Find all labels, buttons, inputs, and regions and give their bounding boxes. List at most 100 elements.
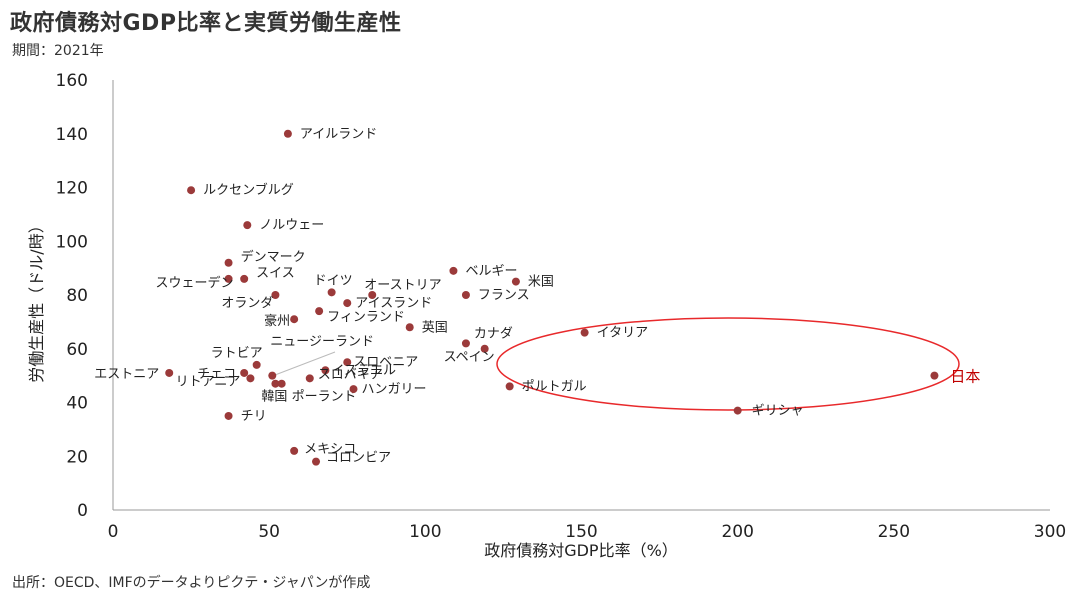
data-point [290, 446, 299, 455]
data-point [461, 291, 470, 299]
x-tick-label: 50 [258, 522, 280, 542]
data-point [268, 371, 277, 380]
y-tick-label: 40 [66, 394, 88, 414]
point-label: アイルランド [300, 127, 377, 142]
point-label: コロンビア [326, 451, 391, 466]
data-points: アイルランドルクセンブルグノルウェーデンマークスウェーデン スイスオランダ ドイツオ… [94, 127, 980, 466]
data-point [580, 328, 589, 337]
y-tick-label: 80 [66, 286, 88, 306]
point-label: イスラエル [331, 363, 396, 378]
data-point [312, 457, 321, 466]
point-label: スロベニア [353, 355, 418, 370]
data-point [246, 374, 255, 383]
data-point [505, 382, 514, 391]
y-tick-label: 140 [56, 125, 88, 145]
y-tick-label: 20 [66, 447, 88, 467]
data-point [271, 291, 280, 299]
y-tick-label: 160 [56, 71, 88, 91]
y-tick-label: 100 [56, 232, 88, 252]
data-point [449, 266, 458, 275]
y-ticks: 0 20 40 60 80 100 120 140 160 [56, 71, 88, 521]
data-point [321, 366, 330, 375]
x-tick-label: 150 [565, 522, 597, 542]
data-point [243, 221, 252, 230]
highlight-ellipse [496, 317, 960, 411]
data-point [733, 406, 742, 415]
data-point [343, 299, 352, 308]
point-label: ニュージーランド [270, 335, 374, 350]
data-point [315, 307, 324, 316]
data-point [480, 344, 489, 353]
point-label: 米国 [528, 275, 554, 290]
point-label: カナダ [474, 326, 513, 341]
point-label: ハンガリー [361, 382, 426, 397]
nz-leader-line [274, 351, 336, 376]
data-point [283, 129, 292, 138]
source-note: 出所：OECD、IMFのデータよりピクテ・ジャパンが作成 [12, 575, 371, 591]
x-tick-label: 250 [878, 522, 910, 542]
point-label: スロバキア [318, 367, 383, 382]
data-point [327, 288, 336, 297]
data-point [930, 371, 939, 380]
point-label: 日本 [950, 368, 980, 386]
point-label: アイスランド [355, 296, 432, 311]
point-label: リトアニア [176, 374, 241, 389]
data-point [224, 411, 233, 420]
data-point [349, 385, 358, 394]
point-label: ラトビア [211, 346, 263, 361]
point-label: メキシコ [304, 442, 356, 457]
data-point [368, 291, 377, 299]
point-label: 韓国 [261, 390, 287, 405]
data-point [187, 186, 196, 195]
point-label: ノルウェー [259, 218, 324, 233]
data-point [224, 258, 233, 267]
data-point [240, 368, 249, 377]
data-point [461, 339, 470, 348]
point-label: 英国 [422, 320, 448, 335]
data-point [165, 368, 174, 377]
point-label: スペイン [444, 350, 495, 365]
axes [112, 80, 1050, 511]
point-label: ルクセンブルグ [203, 182, 294, 198]
point-label: チリ [241, 409, 267, 424]
data-point [305, 374, 314, 383]
point-label: ドイツ [314, 273, 353, 288]
data-point [240, 274, 249, 283]
point-label: イタリア [597, 326, 648, 341]
data-point [511, 277, 520, 286]
point-label: エストニア [94, 367, 159, 382]
chart-title: 政府債務対GDP比率と実質労働生産性 [10, 11, 402, 36]
x-axis-title: 政府債務対GDP比率（%） [484, 541, 678, 560]
data-point [271, 379, 280, 388]
chart-subtitle: 期間：2021年 [12, 43, 104, 59]
y-tick-label: 0 [77, 501, 88, 521]
data-point [405, 323, 414, 332]
point-label: ポーランド [292, 390, 357, 405]
x-tick-label: 100 [409, 522, 441, 542]
data-point [277, 379, 286, 388]
data-point [252, 360, 261, 369]
point-label: オランダ [221, 296, 273, 311]
point-label: デンマーク [241, 249, 306, 265]
x-tick-label: 200 [721, 522, 753, 542]
point-label: ポルトガル [522, 379, 587, 394]
point-label: チェコ [197, 367, 236, 382]
data-point [290, 315, 299, 324]
point-label: スイス [256, 266, 295, 281]
point-label: オーストリア [364, 278, 441, 293]
y-axis-title: 労働生産性（ドル/時） [27, 217, 46, 382]
y-tick-label: 60 [66, 340, 88, 360]
point-label: フランス [478, 288, 530, 303]
y-tick-label: 120 [56, 179, 88, 199]
x-ticks: 0 50 100 150 200 250 300 [108, 522, 1067, 542]
data-point [224, 274, 233, 283]
data-point [343, 358, 352, 367]
point-label: 豪州 [264, 313, 290, 329]
point-label: ギリシャ [752, 404, 804, 419]
point-label: ベルギー [465, 264, 517, 279]
point-label: フィンランド [327, 310, 405, 325]
x-tick-label: 0 [108, 522, 119, 542]
point-label: スウェーデン [156, 275, 234, 291]
x-tick-label: 300 [1034, 522, 1066, 542]
